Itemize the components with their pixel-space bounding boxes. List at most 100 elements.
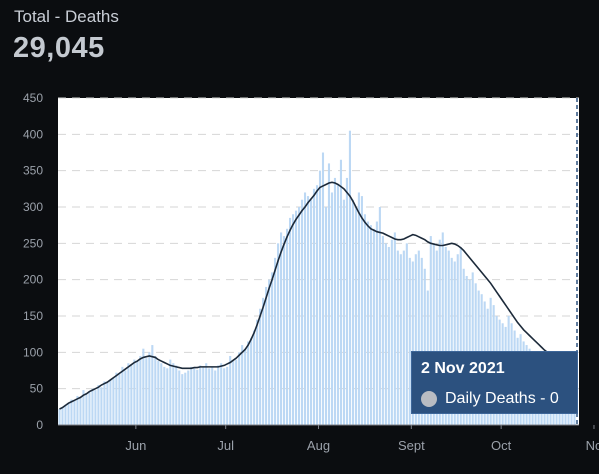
bar — [315, 185, 319, 425]
bar — [306, 196, 310, 425]
bar — [303, 192, 307, 425]
tooltip-date: 2 Nov 2021 — [421, 360, 505, 377]
bar — [166, 368, 169, 425]
bar — [450, 257, 453, 425]
bar — [357, 192, 360, 425]
bar — [444, 246, 447, 425]
bar — [142, 348, 145, 425]
bar — [100, 387, 103, 425]
bar — [163, 366, 166, 425]
bar — [121, 366, 124, 425]
bar — [58, 409, 61, 425]
y-tick-label: 0 — [36, 418, 43, 432]
chart-title: Total - Deaths — [14, 7, 119, 26]
bar — [456, 254, 459, 425]
bar — [112, 377, 115, 425]
bar — [417, 250, 420, 425]
bar — [363, 214, 366, 425]
bar — [438, 239, 441, 425]
bar — [85, 394, 88, 425]
bar — [396, 250, 399, 425]
bar — [274, 257, 277, 425]
x-tick-label: Sept — [398, 438, 425, 453]
bar — [262, 297, 265, 425]
bar — [244, 348, 247, 425]
bar — [423, 268, 426, 425]
bar — [280, 232, 283, 425]
bar — [253, 330, 256, 425]
tooltip: 2 Nov 2021 Daily Deaths - 0 — [411, 351, 578, 414]
bar — [295, 210, 298, 425]
bar — [115, 372, 118, 425]
x-tick-label: Oct — [491, 438, 512, 453]
bar — [471, 272, 474, 425]
bar — [378, 207, 381, 425]
average-line — [59, 181, 578, 410]
bar — [339, 159, 343, 425]
bar — [324, 207, 328, 425]
bar — [292, 214, 295, 425]
bar — [372, 228, 375, 425]
bar — [133, 359, 136, 425]
y-tick-label: 200 — [23, 273, 43, 287]
bar — [268, 279, 271, 425]
bar — [333, 177, 337, 425]
bar — [229, 355, 232, 425]
y-tick-label: 350 — [23, 164, 43, 178]
bar — [157, 361, 160, 425]
bar — [250, 337, 253, 425]
bar — [259, 308, 262, 425]
bar — [193, 368, 196, 425]
bar — [94, 390, 97, 425]
bar — [190, 366, 193, 425]
bar — [196, 369, 199, 425]
bar — [411, 261, 414, 425]
bar — [88, 392, 91, 425]
bar — [109, 379, 112, 425]
bar — [289, 217, 292, 425]
bar — [277, 243, 280, 425]
bar — [91, 388, 94, 425]
bar — [414, 254, 417, 425]
bar — [318, 170, 322, 425]
bar — [178, 370, 181, 425]
bar — [375, 221, 378, 425]
x-tick-label: Jun — [125, 438, 146, 453]
bar — [432, 243, 435, 425]
bar — [271, 272, 274, 425]
bar — [172, 363, 175, 425]
bar — [223, 368, 226, 425]
bar — [459, 246, 462, 425]
bar — [300, 199, 304, 425]
bar — [336, 185, 340, 425]
bar — [202, 366, 205, 425]
bar — [351, 199, 354, 425]
bar — [226, 366, 229, 425]
tooltip-value: Daily Deaths - 0 — [445, 390, 559, 407]
bar — [70, 399, 73, 425]
bar — [205, 363, 208, 425]
bar — [247, 341, 250, 425]
bar — [211, 366, 214, 425]
bar — [106, 382, 109, 425]
bar — [127, 363, 130, 425]
bar — [366, 221, 369, 425]
bar — [79, 397, 82, 425]
bar — [235, 359, 238, 425]
bar — [408, 257, 411, 425]
y-tick-label: 100 — [23, 345, 43, 359]
bar — [354, 207, 357, 425]
bar — [256, 319, 259, 425]
bar — [330, 192, 334, 425]
y-tick-label: 450 — [23, 91, 43, 105]
bar — [369, 225, 372, 425]
bar — [399, 254, 402, 425]
bar — [402, 250, 405, 425]
bar — [232, 361, 235, 425]
bar — [97, 385, 100, 425]
bar — [297, 207, 301, 425]
bar — [160, 363, 163, 425]
bar — [390, 239, 393, 425]
bar — [169, 359, 172, 425]
